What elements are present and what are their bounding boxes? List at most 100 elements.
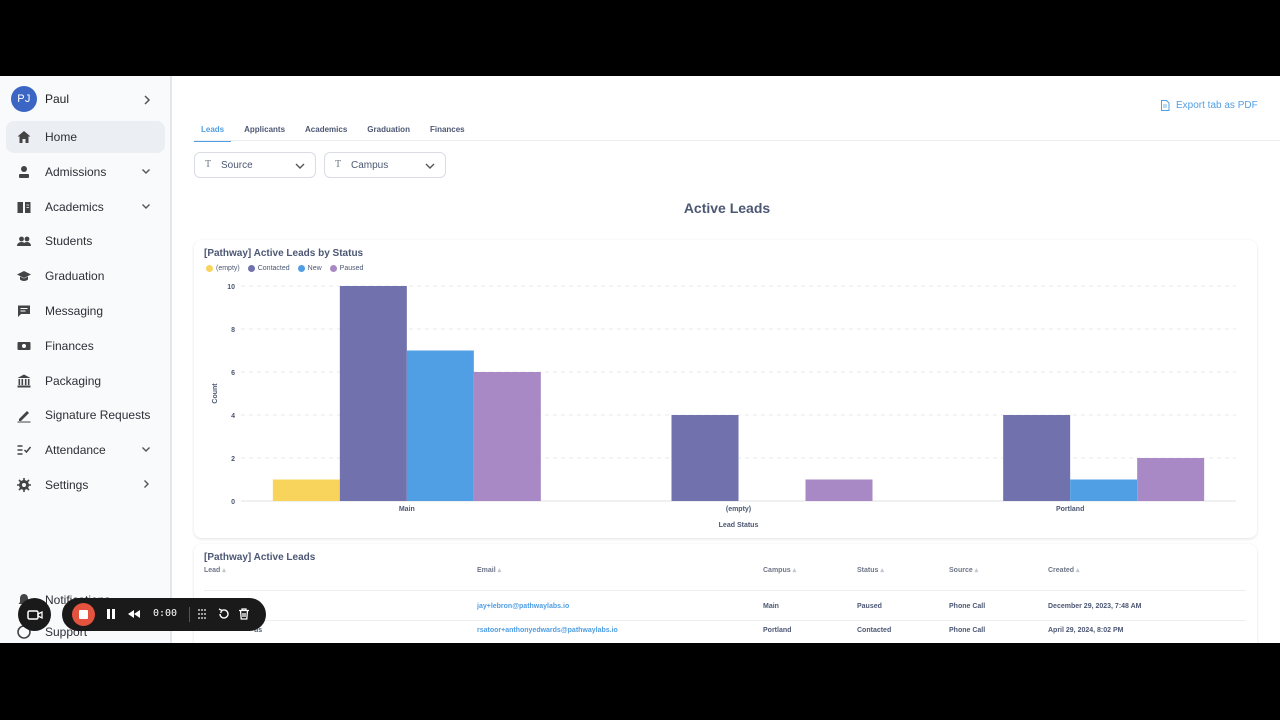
filter-label: Source (221, 160, 253, 171)
campus-filter[interactable]: T Campus (324, 152, 446, 178)
chart-legend: (empty) Contacted New Paused (206, 265, 363, 272)
text-type-icon: T (335, 159, 342, 170)
x-tick-label: (empty) (726, 506, 751, 513)
column-header-label: Source (949, 567, 973, 574)
bar-new-main[interactable] (406, 350, 474, 502)
tab-finances[interactable]: Finances (429, 125, 465, 134)
money-icon (17, 341, 31, 350)
column-header-source[interactable]: Source ▴ (949, 566, 978, 574)
stop-recording-button[interactable] (72, 603, 95, 626)
sidebar-item-label: Settings (45, 478, 89, 492)
tab-leads[interactable]: Leads (194, 120, 232, 142)
sidebar-item-label: Packaging (45, 373, 102, 388)
sidebar-item-home[interactable]: Home (6, 121, 165, 153)
home-icon (17, 131, 31, 143)
sidebar-item-finances[interactable]: Finances (6, 330, 165, 362)
bar-chart: 0 2 4 6 8 10 Main (empty) Portland Lead Status Cou… (212, 284, 1236, 529)
bar-contacted-main[interactable] (339, 286, 407, 501)
chevron-down-icon[interactable] (140, 443, 152, 455)
legend-label: Paused (339, 265, 364, 272)
sidebar-item-admissions[interactable]: Admissions (6, 156, 165, 188)
bar-paused-main[interactable] (473, 372, 541, 501)
sidebar-item-graduation[interactable]: Graduation (6, 260, 165, 292)
y-tick-label: 10 (227, 284, 235, 291)
restart-icon[interactable] (217, 607, 231, 621)
sort-arrow-icon: ▴ (220, 567, 226, 574)
export-pdf-link[interactable]: Export tab as PDF (1160, 100, 1258, 111)
tab-graduation[interactable]: Graduation (367, 125, 410, 134)
legend-dot (206, 265, 213, 272)
sidebar-item-students[interactable]: Students (6, 225, 165, 257)
bar-empty-main[interactable] (272, 479, 340, 502)
bar-contacted-empty[interactable] (671, 415, 739, 501)
video-camera-icon (26, 609, 43, 620)
tab-applicants[interactable]: Applicants (244, 125, 286, 134)
pause-icon[interactable] (104, 607, 118, 621)
chevron-down-icon[interactable] (140, 165, 152, 177)
chevron-down-icon[interactable] (140, 200, 152, 212)
people-icon (17, 236, 31, 247)
column-header-email[interactable]: Email ▴ (477, 566, 501, 574)
tab-academics[interactable]: Academics (305, 125, 348, 134)
user-name: Paul (45, 92, 70, 106)
x-tick-label: Main (399, 506, 415, 513)
chevron-down-icon (425, 163, 435, 169)
user-menu[interactable]: PJ Paul (0, 86, 172, 114)
column-header-label: Status (857, 567, 879, 574)
chevron-right-icon[interactable] (140, 478, 152, 490)
bar-paused-portland[interactable] (1137, 458, 1205, 501)
section-title: Active Leads (683, 200, 771, 216)
drag-handle-icon[interactable] (195, 607, 209, 621)
legend-item[interactable]: Contacted (247, 265, 290, 272)
column-header-created[interactable]: Created ▴ (1048, 566, 1080, 574)
trash-icon[interactable] (237, 607, 251, 621)
chevron-down-icon (295, 163, 305, 169)
sidebar-item-label: Academics (45, 199, 104, 214)
cell-source: Phone Call (949, 603, 986, 610)
cell-created: December 29, 2023, 7:48 AM (1048, 603, 1142, 610)
sidebar-item-signature-requests[interactable]: Signature Requests (6, 399, 165, 431)
legend-item[interactable]: New (297, 265, 322, 272)
column-header-status[interactable]: Status ▴ (857, 566, 884, 574)
sidebar-item-messaging[interactable]: Messaging (6, 295, 165, 327)
avatar[interactable]: PJ (11, 86, 37, 112)
toolbar-divider (189, 607, 190, 622)
sidebar-item-packaging[interactable]: Packaging (6, 365, 165, 397)
sort-arrow-icon: ▴ (972, 567, 979, 574)
legend-label: New (307, 265, 322, 272)
sidebar-item-label: Messaging (45, 304, 104, 318)
bar-contacted-portland[interactable] (1003, 415, 1071, 501)
rewind-icon[interactable] (127, 607, 141, 621)
main-content: Export tab as PDF Leads Applicants Acade… (174, 76, 1280, 643)
graduation-cap-icon (17, 271, 31, 282)
sidebar-item-settings[interactable]: Settings (6, 469, 165, 501)
x-tick-label: Portland (1056, 506, 1084, 513)
bar-paused-empty[interactable] (805, 479, 873, 502)
app-window: PJ Paul Home Admissions Academics Students G… (0, 76, 1280, 643)
sidebar-item-label: Students (45, 234, 93, 249)
sort-arrow-icon: ▴ (1074, 567, 1080, 574)
cell-email[interactable]: jay+lebron@pathwaylabs.io (477, 603, 570, 610)
cell-status: Paused (857, 603, 882, 610)
column-header-label: Email (477, 567, 496, 574)
bar-new-portland[interactable] (1070, 479, 1138, 502)
legend-item[interactable]: Paused (329, 265, 364, 272)
sort-arrow-icon: ▴ (790, 567, 797, 574)
book-icon (17, 201, 31, 213)
legend-item[interactable]: (empty) (206, 265, 240, 272)
column-header-campus[interactable]: Campus ▴ (763, 566, 796, 574)
camera-button[interactable] (18, 598, 51, 631)
sidebar-item-attendance[interactable]: Attendance (6, 434, 165, 466)
recording-timer: 0:00 (153, 608, 178, 619)
cell-email[interactable]: rsatoor+anthonyedwards@pathwaylabs.io (477, 627, 618, 634)
bank-icon (17, 374, 31, 388)
tab-bar: Leads Applicants Academics Graduation Fi… (194, 120, 478, 142)
chart-title[interactable]: [Pathway] Active Leads by Status (204, 248, 364, 259)
export-label: Export tab as PDF (1176, 100, 1258, 111)
cell-lead: ds (254, 627, 263, 634)
source-filter[interactable]: T Source (194, 152, 316, 178)
column-header-lead[interactable]: Lead ▴ (204, 566, 226, 574)
gear-icon (17, 478, 31, 492)
sidebar-item-academics[interactable]: Academics (6, 191, 165, 223)
y-tick-label: 8 (231, 327, 235, 334)
